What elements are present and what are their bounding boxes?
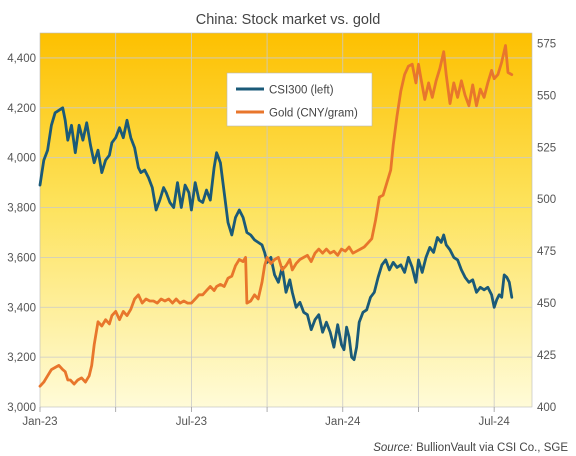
left-tick-label: 3,600	[7, 252, 36, 264]
right-tick-label: 475	[537, 246, 556, 258]
source-note: Source: BullionVault via CSI Co., SGE	[373, 442, 568, 454]
left-tick-label: 4,200	[7, 103, 36, 115]
right-tick-label: 525	[537, 142, 556, 154]
left-tick-label: 4,000	[7, 153, 36, 165]
legend-label-gold: Gold (CNY/gram)	[269, 108, 358, 120]
source-label: Source:	[373, 442, 413, 454]
legend-label-csi300: CSI300 (left)	[269, 85, 334, 97]
x-tick-label: Jul-23	[176, 416, 207, 428]
right-tick-label: 575	[537, 38, 556, 50]
series-line-gold	[38, 44, 514, 388]
left-tick-label: 3,800	[7, 203, 36, 215]
x-tick-label: Jan-23	[22, 416, 57, 428]
right-tick-label: 500	[537, 194, 556, 206]
left-tick-label: 3,000	[7, 402, 36, 414]
x-tick-label: Jul-24	[478, 416, 510, 428]
legend-box	[226, 72, 373, 127]
x-tick-label: Jan-24	[325, 416, 361, 428]
right-tick-label: 400	[537, 402, 556, 414]
left-tick-label: 3,200	[7, 352, 36, 364]
left-tick-label: 3,400	[7, 302, 36, 314]
chart-title: China: Stock market vs. gold	[196, 12, 381, 28]
right-tick-label: 550	[537, 90, 556, 102]
legend: CSI300 (left) Gold (CNY/gram)	[226, 72, 373, 127]
source-text: BullionVault via CSI Co., SGE	[416, 442, 568, 454]
right-tick-label: 450	[537, 298, 556, 310]
left-tick-label: 4,400	[7, 53, 36, 65]
right-tick-label: 425	[537, 350, 556, 362]
